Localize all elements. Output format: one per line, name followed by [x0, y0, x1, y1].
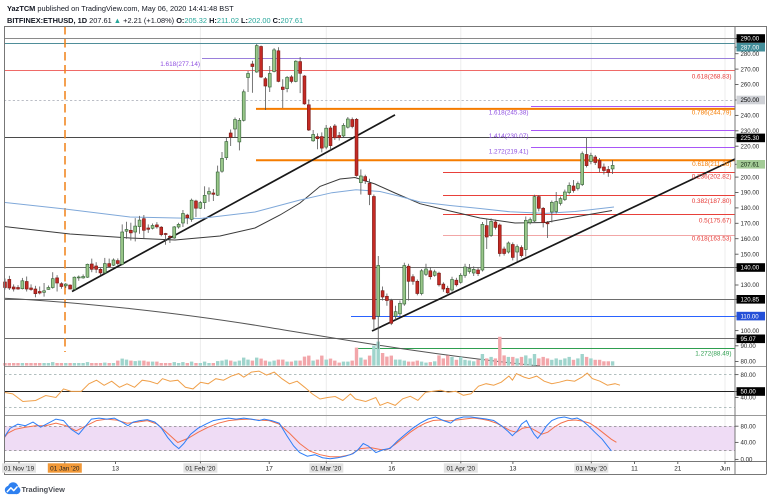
svg-text:0.618(211.36): 0.618(211.36)	[692, 161, 731, 168]
svg-text:287.00: 287.00	[741, 44, 760, 51]
svg-text:16: 16	[388, 465, 396, 472]
svg-text:0.786(244.79): 0.786(244.79)	[692, 110, 732, 117]
svg-text:240.00: 240.00	[741, 113, 760, 120]
svg-text:225.30: 225.30	[741, 135, 760, 142]
svg-text:0.5(175.67): 0.5(175.67)	[699, 217, 732, 224]
svg-text:220.00: 220.00	[741, 143, 760, 150]
svg-text:120.85: 120.85	[741, 297, 760, 304]
svg-text:01 Nov '19: 01 Nov '19	[4, 465, 35, 472]
svg-text:80.00: 80.00	[741, 359, 757, 366]
svg-text:50.00: 50.00	[741, 389, 757, 396]
svg-text:100.00: 100.00	[741, 328, 760, 335]
svg-text:17: 17	[266, 465, 274, 472]
svg-text:1.414(230.07): 1.414(230.07)	[489, 133, 529, 140]
svg-text:01 Apr '20: 01 Apr '20	[447, 465, 476, 472]
svg-text:180.00: 180.00	[741, 205, 760, 212]
svg-text:TradingView: TradingView	[22, 485, 66, 494]
svg-text:130.00: 130.00	[741, 282, 760, 289]
svg-text:40.00: 40.00	[741, 440, 757, 447]
svg-text:1.618(245.38): 1.618(245.38)	[489, 110, 529, 117]
svg-text:11: 11	[631, 465, 638, 472]
svg-text:290.00: 290.00	[741, 36, 760, 43]
svg-text:260.00: 260.00	[741, 82, 760, 89]
svg-text:250.00: 250.00	[741, 97, 760, 104]
svg-text:13: 13	[112, 465, 120, 472]
svg-text:190.00: 190.00	[741, 190, 760, 197]
svg-text:01 May '20: 01 May '20	[576, 465, 608, 472]
svg-text:0.382(187.80): 0.382(187.80)	[692, 198, 732, 205]
svg-text:95.07: 95.07	[741, 336, 757, 343]
svg-text:0.00: 0.00	[741, 457, 753, 464]
svg-text:140.00: 140.00	[741, 265, 760, 272]
svg-text:270.00: 270.00	[741, 66, 760, 73]
svg-text:0.236(202.82): 0.236(202.82)	[692, 173, 732, 180]
svg-text:80.00: 80.00	[741, 372, 757, 379]
svg-text:01 Mar '20: 01 Mar '20	[311, 465, 341, 472]
svg-text:90.00: 90.00	[741, 343, 757, 350]
svg-text:0.618(163.53): 0.618(163.53)	[692, 236, 732, 243]
svg-text:01 Jan '20: 01 Jan '20	[50, 465, 80, 472]
svg-text:1.272(219.41): 1.272(219.41)	[489, 148, 529, 155]
svg-text:280.00: 280.00	[741, 51, 760, 58]
svg-text:207.61: 207.61	[741, 162, 760, 169]
svg-text:200.00: 200.00	[741, 174, 760, 181]
svg-text:230.00: 230.00	[741, 128, 760, 135]
svg-text:150.00: 150.00	[741, 251, 760, 258]
svg-text:1.618(277.14): 1.618(277.14)	[160, 61, 200, 68]
svg-text:160.00: 160.00	[741, 236, 760, 243]
svg-text:21: 21	[674, 465, 682, 472]
svg-text:BITFINEX:ETHUSD, 1D 207.61 ▲: BITFINEX:ETHUSD, 1D 207.61 ▲ +2.21 (+1.0…	[7, 16, 303, 25]
svg-text:40.00: 40.00	[741, 395, 757, 402]
svg-text:13: 13	[509, 465, 517, 472]
svg-text:1.272(88.49): 1.272(88.49)	[695, 351, 731, 358]
svg-text:01 Feb '20: 01 Feb '20	[185, 465, 215, 472]
svg-text:Jun: Jun	[720, 465, 731, 472]
svg-text:0.618(268.83): 0.618(268.83)	[692, 73, 732, 80]
svg-text:YazTCM published on TradingVie: YazTCM published on TradingView.com, May…	[7, 4, 234, 13]
svg-text:110.00: 110.00	[741, 313, 760, 320]
svg-text:80.00: 80.00	[741, 423, 757, 430]
svg-text:170.00: 170.00	[741, 221, 760, 228]
